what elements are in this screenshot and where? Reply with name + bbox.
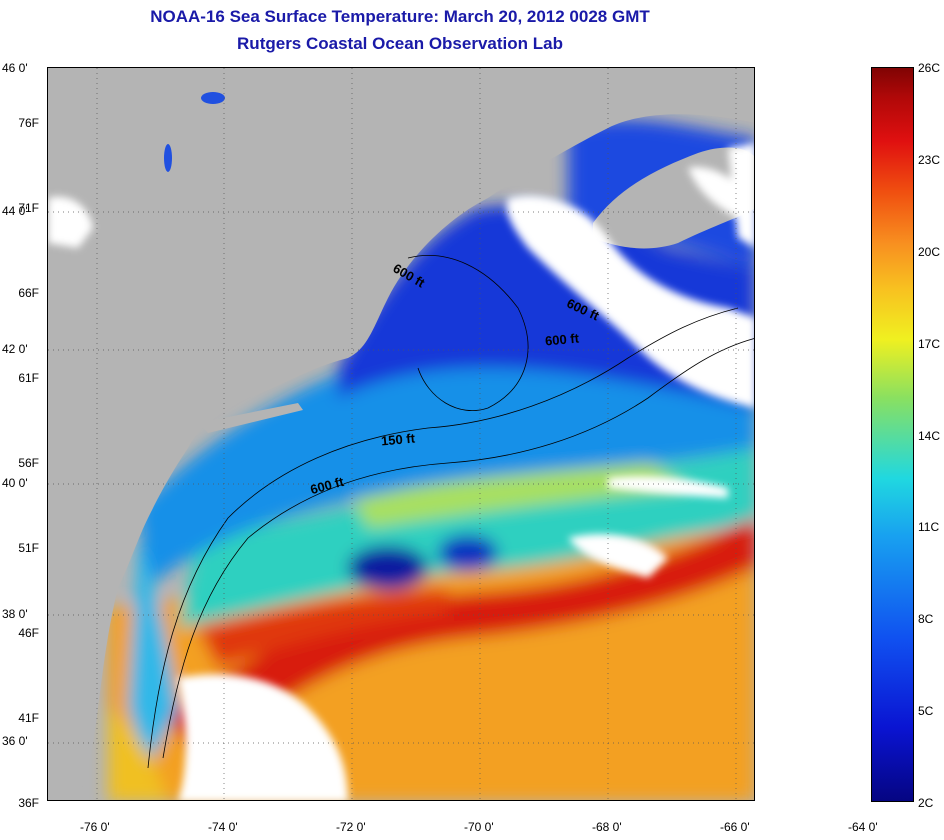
longitude-label: -66 0' (720, 820, 750, 834)
sst-map (47, 67, 755, 801)
longitude-label: -68 0' (592, 820, 622, 834)
sst-map-image (48, 68, 754, 800)
latitude-label: 40 0' (2, 476, 28, 490)
colorbar-celsius-label: 26C (918, 61, 941, 75)
contour-label: 150 ft (380, 430, 416, 449)
colorbar-fahrenheit-label: 71F (18, 201, 39, 215)
latitude-label: 46 0' (2, 61, 28, 75)
map-subtitle: Rutgers Coastal Ocean Observation Lab (237, 34, 563, 53)
latitude-label: 44 0' (2, 204, 28, 218)
latitude-label: 38 0' (2, 607, 28, 621)
cloud-cover (48, 143, 754, 800)
graticule (48, 68, 754, 800)
lakes (164, 92, 225, 172)
colorbar-celsius-label: 23C (918, 153, 941, 167)
colorbar-fahrenheit-label: 56F (18, 456, 39, 470)
colorbar-celsius-label: 20C (918, 245, 941, 259)
temperature-colorbar (871, 67, 914, 802)
bathymetry-contours (147, 255, 754, 769)
colorbar-celsius-label: 2C (918, 796, 934, 810)
longitude-label: -72 0' (336, 820, 366, 834)
longitude-label: -76 0' (80, 820, 110, 834)
colorbar-fahrenheit-label: 41F (18, 711, 39, 725)
colorbar-celsius-label: 11C (918, 520, 940, 534)
colorbar-fahrenheit-label: 76F (18, 116, 39, 130)
colorbar-fahrenheit-label: 36F (18, 796, 39, 810)
colorbar-fahrenheit-label: 51F (18, 541, 39, 555)
colorbar-celsius-label: 14C (918, 429, 941, 443)
colorbar-fahrenheit-label: 61F (18, 371, 39, 385)
contour-label: 600 ft (544, 330, 580, 349)
colorbar-celsius-label: 8C (918, 612, 934, 626)
colorbar-celsius-label: 5C (918, 704, 934, 718)
longitude-label: -70 0' (464, 820, 494, 834)
longitude-label: -64 0' (848, 820, 878, 834)
colorbar-fahrenheit-label: 66F (18, 286, 39, 300)
colorbar-fahrenheit-label: 46F (18, 626, 39, 640)
latitude-label: 36 0' (2, 734, 28, 748)
longitude-label: -74 0' (208, 820, 238, 834)
map-title: NOAA-16 Sea Surface Temperature: March 2… (150, 7, 650, 26)
latitude-label: 42 0' (2, 342, 28, 356)
colorbar-celsius-label: 17C (918, 337, 941, 351)
